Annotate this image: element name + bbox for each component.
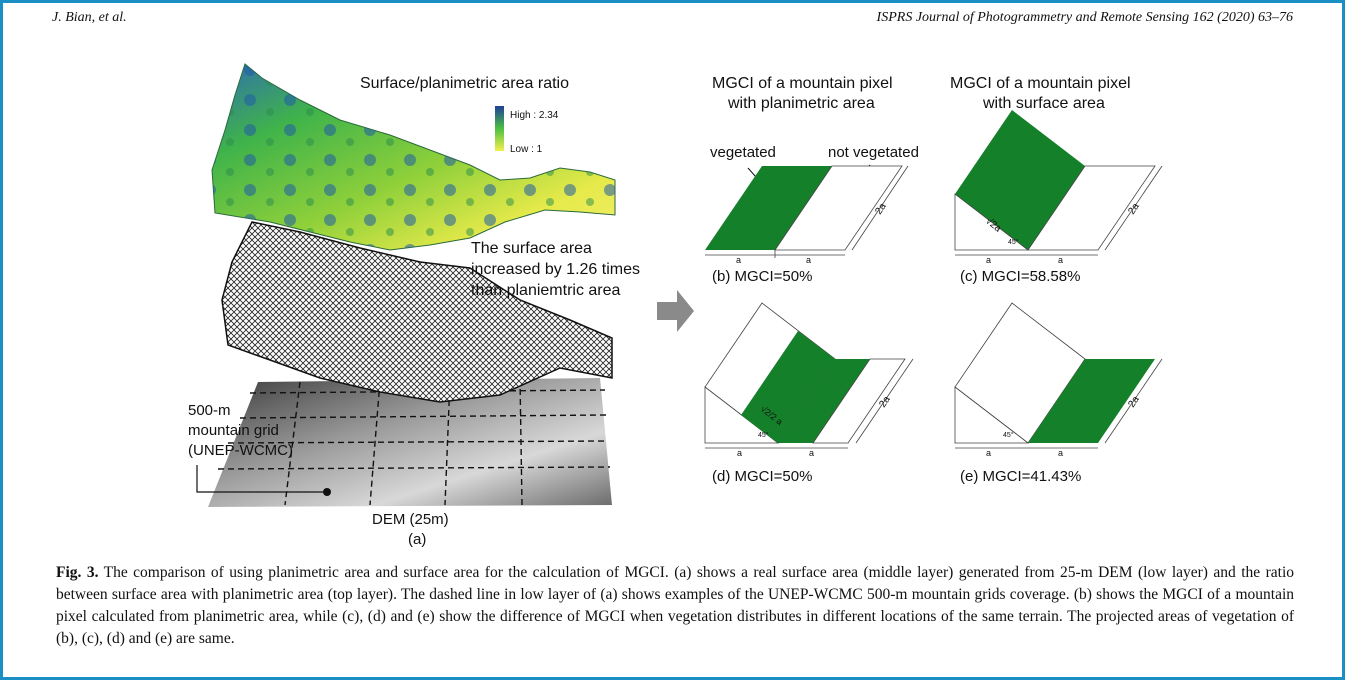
label-not-vegetated: not vegetated — [828, 144, 919, 161]
dim-a-1: a — [986, 255, 991, 265]
legend-high: High : 2.34 — [510, 110, 559, 121]
legend-low: Low : 1 — [510, 144, 543, 155]
grid-label-leader — [196, 465, 327, 493]
result-c: (c) MGCI=58.58% — [960, 268, 1080, 285]
mountain-grid-lines — [217, 378, 611, 506]
surface-mesh — [221, 221, 613, 403]
figure-caption: Fig. 3. The comparison of using planimet… — [56, 562, 1294, 650]
angle-45: 45° — [1008, 238, 1019, 246]
panel-e: a a 45° 2a (e) MGCI=41.43% — [954, 302, 1163, 485]
panel-a: Surface/planimetric area ratio High : 2.… — [188, 63, 640, 548]
caption-label: Fig. 3. — [56, 564, 99, 581]
result-d: (d) MGCI=50% — [712, 468, 812, 485]
panel-c-title-line1: MGCI of a mountain pixel — [950, 75, 1131, 92]
terrain-side — [954, 386, 1030, 444]
panel-a-label: (a) — [408, 531, 426, 548]
panel-b-title-line2: with planimetric area — [727, 95, 875, 112]
grid-label-line1: 500-m — [188, 402, 231, 419]
vegetation-area — [705, 166, 832, 250]
surface-note-line1: The surface area — [471, 240, 592, 257]
terrain-side — [954, 193, 1030, 251]
dim-a-2: a — [809, 448, 814, 458]
dim-line-depth — [851, 165, 909, 251]
vegetation-slope-part — [741, 331, 835, 443]
dim-a-2: a — [1058, 255, 1063, 265]
terrain-flat-rest — [812, 358, 906, 444]
angle-45: 45° — [758, 431, 769, 439]
dim-a-1: a — [986, 448, 991, 458]
dim-a-2: a — [806, 255, 811, 265]
dem-label: DEM (25m) — [372, 511, 449, 528]
terrain-flat — [1027, 165, 1156, 251]
dim-a-2: a — [1058, 448, 1063, 458]
surface-note-line2: increased by 1.26 times — [471, 261, 640, 278]
result-b: (b) MGCI=50% — [712, 268, 812, 285]
grid-label-line2: mountain grid — [188, 422, 279, 439]
ratio-surface-texture — [212, 64, 615, 250]
label-vegetated: vegetated — [710, 144, 776, 161]
transition-arrow-icon — [657, 290, 694, 332]
vegetation-flat-part — [778, 359, 870, 443]
dim-a-1: a — [737, 448, 742, 458]
running-header: J. Bian, et al. ISPRS Journal of Photogr… — [52, 10, 1293, 30]
caption-text: The comparison of using planimetric area… — [56, 564, 1294, 647]
grid-label-line3: (UNEP-WCMC) — [188, 442, 293, 459]
vegetation-flat — [1028, 359, 1155, 443]
surface-note-line3: than planiemtric area — [471, 282, 621, 299]
vegetation-slope — [955, 110, 1085, 250]
angle-45: 45° — [1003, 431, 1014, 439]
ratio-legend-bar — [495, 106, 504, 151]
panel-c: MGCI of a mountain pixel with surface ar… — [950, 75, 1163, 285]
dim-a-1: a — [736, 255, 741, 265]
grid-label-dot — [323, 488, 331, 496]
header-authors: J. Bian, et al. — [52, 10, 127, 25]
bare-area — [774, 165, 903, 251]
panel-a-title: Surface/planimetric area ratio — [360, 75, 569, 92]
panel-d: a a 45° √2/2 a 2a (d) MGCI=50% — [704, 302, 914, 485]
result-e: (e) MGCI=41.43% — [960, 468, 1081, 485]
panel-b-title-line1: MGCI of a mountain pixel — [712, 75, 893, 92]
panel-c-title-line2: with surface area — [982, 95, 1105, 112]
figure-3: Surface/planimetric area ratio High : 2.… — [188, 63, 1163, 548]
panel-b: MGCI of a mountain pixel with planimetri… — [705, 75, 919, 285]
header-journal: ISPRS Journal of Photogrammetry and Remo… — [876, 10, 1293, 25]
